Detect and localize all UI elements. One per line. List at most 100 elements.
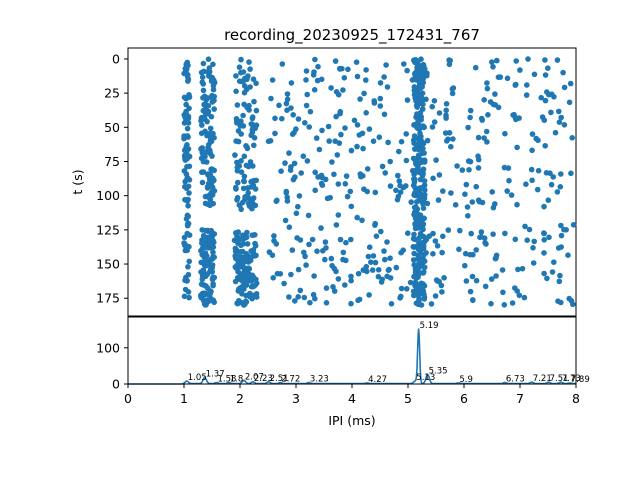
raster-point — [343, 173, 350, 179]
raster-point — [502, 230, 508, 237]
raster-point — [420, 76, 426, 82]
raster-point — [412, 282, 418, 289]
raster-point — [445, 227, 452, 233]
raster-point — [517, 67, 523, 73]
raster-point — [405, 230, 411, 236]
raster-point — [322, 176, 329, 183]
raster-point — [241, 178, 247, 185]
raster-point — [181, 94, 188, 101]
raster-point — [557, 184, 564, 190]
raster-point — [383, 62, 389, 68]
raster-point — [202, 200, 209, 207]
raster-point — [199, 74, 206, 80]
raster-point — [494, 57, 500, 64]
raster-point — [358, 173, 364, 180]
raster-point — [332, 58, 339, 64]
raster-point — [552, 129, 559, 136]
raster-point — [233, 230, 239, 236]
raster-point — [363, 67, 369, 73]
raster-point — [462, 191, 468, 197]
raster-point — [331, 288, 338, 294]
histogram-x-tick-label: 7 — [516, 391, 524, 406]
raster-point — [332, 138, 339, 144]
raster-point — [515, 266, 521, 273]
raster-point — [422, 187, 428, 193]
histogram-x-tick-label: 5 — [404, 391, 412, 406]
raster-point — [199, 122, 205, 128]
raster-point — [315, 63, 321, 70]
peak-label: 5.13 — [416, 373, 435, 383]
raster-point — [524, 237, 530, 243]
peak-label: 1.05 — [188, 373, 207, 383]
raster-point — [481, 235, 488, 241]
raster-point — [211, 254, 217, 260]
raster-point — [407, 279, 414, 286]
raster-point — [500, 289, 506, 296]
raster-point — [331, 265, 338, 272]
raster-point — [519, 265, 526, 272]
raster-point — [414, 111, 420, 117]
raster-point — [493, 273, 499, 279]
raster-point — [271, 238, 277, 244]
raster-point — [300, 153, 307, 159]
raster-point — [288, 105, 294, 111]
raster-point — [186, 294, 192, 301]
raster-point — [479, 117, 486, 123]
raster-point — [484, 80, 490, 86]
raster-point — [250, 163, 256, 169]
raster-point — [472, 64, 479, 71]
raster-point — [334, 152, 341, 158]
raster-point — [323, 285, 330, 291]
histogram-x-ticks: 0 1 2 3 4 5 6 7 8 — [124, 384, 580, 406]
raster-point — [295, 294, 302, 300]
raster-point — [411, 211, 417, 218]
raster-point — [372, 189, 379, 196]
raster-point — [430, 230, 436, 237]
raster-point — [485, 112, 491, 118]
raster-point — [514, 144, 520, 151]
raster-point — [424, 200, 431, 207]
raster-point — [312, 187, 319, 194]
raster-point — [244, 241, 251, 247]
raster-point — [467, 158, 474, 165]
raster-point — [558, 232, 565, 239]
raster-point — [551, 259, 557, 266]
raster-point — [204, 118, 210, 125]
raster-point — [371, 98, 378, 104]
raster-point — [419, 225, 426, 232]
raster-point — [234, 164, 241, 171]
raster-point — [290, 112, 297, 118]
raster-point — [244, 185, 251, 191]
raster-point — [419, 97, 425, 104]
raster-point — [448, 190, 454, 196]
raster-point — [278, 168, 284, 174]
raster-point — [570, 222, 577, 228]
raster-point — [395, 172, 401, 179]
raster-point — [199, 179, 206, 186]
raster-point — [436, 278, 443, 285]
raster-point — [249, 232, 255, 238]
raster-point — [424, 72, 430, 79]
raster-point — [467, 114, 473, 121]
raster-point — [295, 116, 302, 122]
raster-point — [335, 181, 342, 187]
raster-point — [508, 192, 515, 198]
raster-point — [204, 132, 210, 139]
raster-point — [304, 91, 311, 98]
raster-point — [291, 129, 297, 136]
raster-point — [184, 175, 190, 182]
raster-point — [360, 145, 366, 152]
raster-point — [284, 96, 291, 103]
histogram-x-tick-label: 0 — [124, 391, 132, 406]
raster-y-tick-label: 25 — [104, 86, 120, 101]
raster-point — [421, 258, 428, 265]
raster-point — [206, 68, 213, 75]
raster-point — [476, 198, 483, 205]
raster-point — [292, 298, 298, 304]
raster-point — [542, 57, 548, 63]
raster-point — [307, 108, 314, 115]
raster-point — [484, 139, 490, 145]
raster-point — [492, 201, 498, 207]
raster-point — [276, 102, 282, 109]
peak-label: 7.51 — [550, 374, 569, 384]
